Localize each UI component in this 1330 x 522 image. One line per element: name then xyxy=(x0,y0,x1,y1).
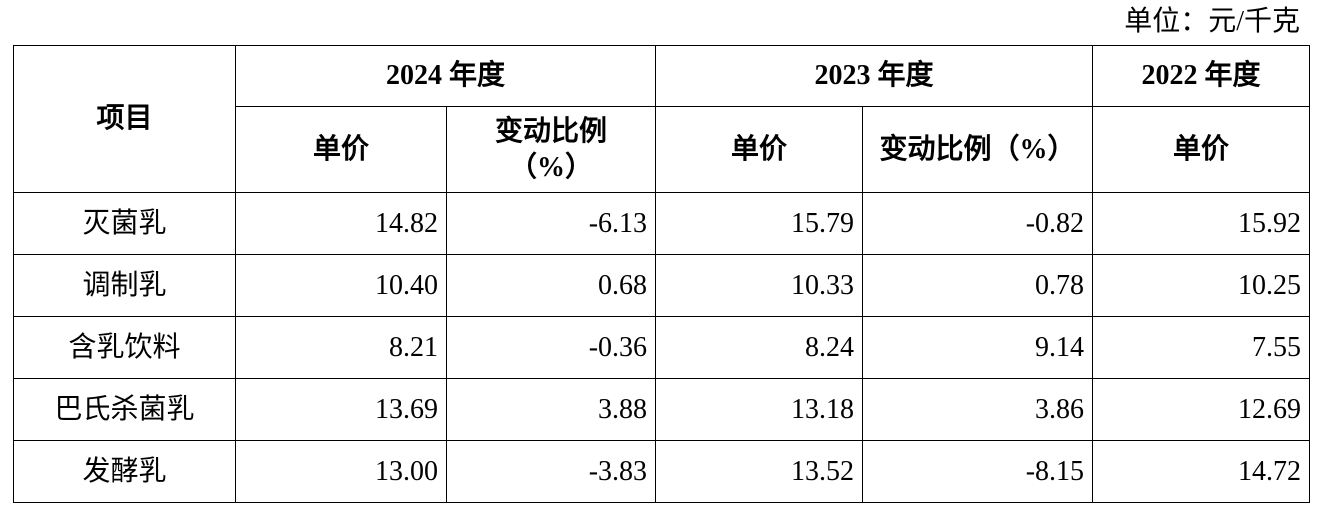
value-cell: 8.21 xyxy=(235,316,447,379)
header-row: 单价 变动比例（%） 单价 变动比例（%） 单价 xyxy=(14,106,1311,193)
value-cell: 15.79 xyxy=(655,192,864,255)
header-cell: 变动比例（%） xyxy=(862,106,1094,193)
table-body: 灭菌乳 14.82 -6.13 15.79 -0.82 15.92 调制乳 10.40 0.68… xyxy=(13,192,1311,503)
value-cell: -6.13 xyxy=(445,192,657,255)
value-cell: 13.18 xyxy=(655,378,864,441)
row-label: 发酵乳 xyxy=(13,440,236,503)
header-row: 项目 2024 年度 2023 年度 2022 年度 xyxy=(13,45,1311,193)
value-cell: 3.86 xyxy=(862,378,1094,441)
value-cell: 8.24 xyxy=(655,316,864,379)
value-cell: -8.15 xyxy=(862,440,1094,503)
header-cell: 2022 年度 xyxy=(1092,45,1311,107)
header-cell: 单价 xyxy=(655,106,864,193)
row-label: 巴氏杀菌乳 xyxy=(13,378,236,441)
value-cell: 14.72 xyxy=(1092,440,1311,503)
value-cell: 7.55 xyxy=(1092,316,1311,379)
value-cell: -0.36 xyxy=(445,316,657,379)
header-cell: 单价 xyxy=(1092,106,1311,193)
header-cell: 变动比例（%） xyxy=(445,106,657,193)
data-row: 发酵乳 13.00 -3.83 13.52 -8.15 14.72 xyxy=(13,440,1311,503)
header-cell: 2023 年度 xyxy=(655,45,1094,107)
row-label: 灭菌乳 xyxy=(13,192,236,255)
value-cell: -0.82 xyxy=(862,192,1094,255)
value-cell: 3.88 xyxy=(445,378,657,441)
value-cell: 10.25 xyxy=(1092,254,1311,317)
value-cell: 0.68 xyxy=(445,254,657,317)
value-cell: -3.83 xyxy=(445,440,657,503)
data-row: 灭菌乳 14.82 -6.13 15.79 -0.82 15.92 xyxy=(13,192,1311,255)
value-cell: 13.52 xyxy=(655,440,864,503)
data-row: 巴氏杀菌乳 13.69 3.88 13.18 3.86 12.69 xyxy=(13,378,1311,441)
value-cell: 10.33 xyxy=(655,254,864,317)
value-cell: 0.78 xyxy=(862,254,1094,317)
value-cell: 13.00 xyxy=(235,440,447,503)
value-cell: 15.92 xyxy=(1092,192,1311,255)
header-cell: 单价 xyxy=(235,106,447,193)
unit-note: 单位：元/千克 xyxy=(1124,6,1300,37)
value-cell: 12.69 xyxy=(1092,378,1311,441)
header-cell: 2024 年度 xyxy=(234,45,657,107)
data-row: 调制乳 10.40 0.68 10.33 0.78 10.25 xyxy=(13,254,1311,317)
price-table: 项目 2024 年度 2023 年度 2022 年度 单价 变动比例（%） 单价… xyxy=(13,45,1311,503)
value-cell: 9.14 xyxy=(862,316,1094,379)
row-label: 含乳饮料 xyxy=(13,316,236,379)
value-cell: 10.40 xyxy=(235,254,447,317)
value-cell: 14.82 xyxy=(235,192,447,255)
header-cell: 项目 xyxy=(13,45,236,193)
row-label: 调制乳 xyxy=(13,254,236,317)
value-cell: 13.69 xyxy=(235,378,447,441)
data-row: 含乳饮料 8.21 -0.36 8.24 9.14 7.55 xyxy=(13,316,1311,379)
